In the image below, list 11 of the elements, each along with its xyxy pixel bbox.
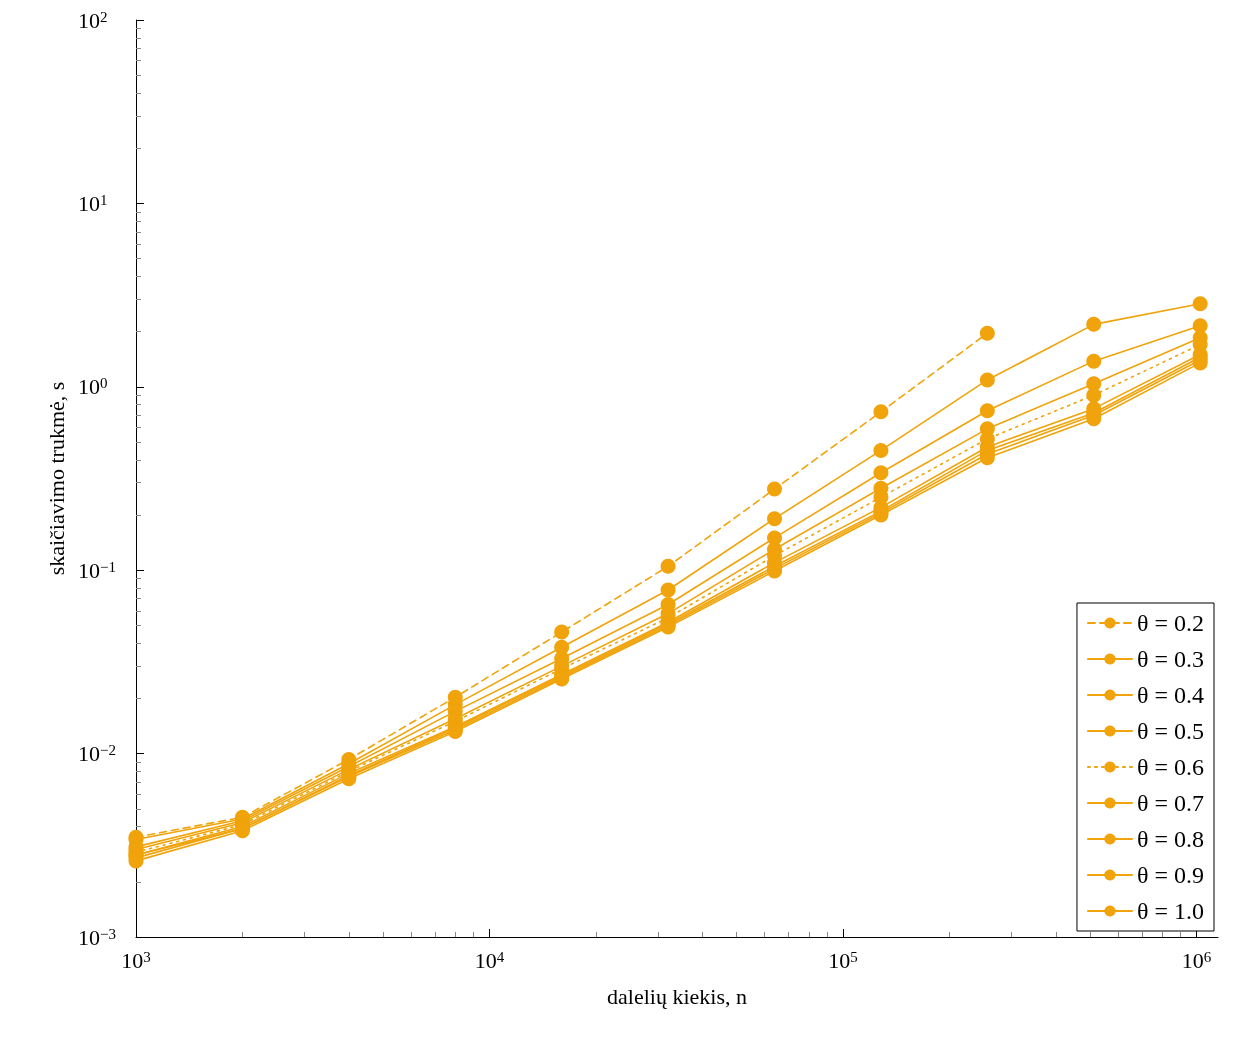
legend-label: θ = 0.8 (1136, 826, 1204, 852)
legend-label: θ = 0.6 (1136, 754, 1204, 780)
legend-label: θ = 0.5 (1136, 718, 1204, 744)
legend-label: θ = 0.4 (1136, 682, 1204, 708)
legend-label: θ = 0.7 (1136, 790, 1204, 816)
y-axis-title: skaičiavimo trukmė, s (43, 381, 69, 576)
legend-label: θ = 1.0 (1136, 898, 1204, 924)
legend-label: θ = 0.3 (1136, 646, 1204, 672)
legend-label: θ = 0.9 (1136, 862, 1204, 888)
legend-label: θ = 0.2 (1136, 610, 1204, 636)
x-axis-title: dalelių kiekis, n (607, 983, 747, 1009)
